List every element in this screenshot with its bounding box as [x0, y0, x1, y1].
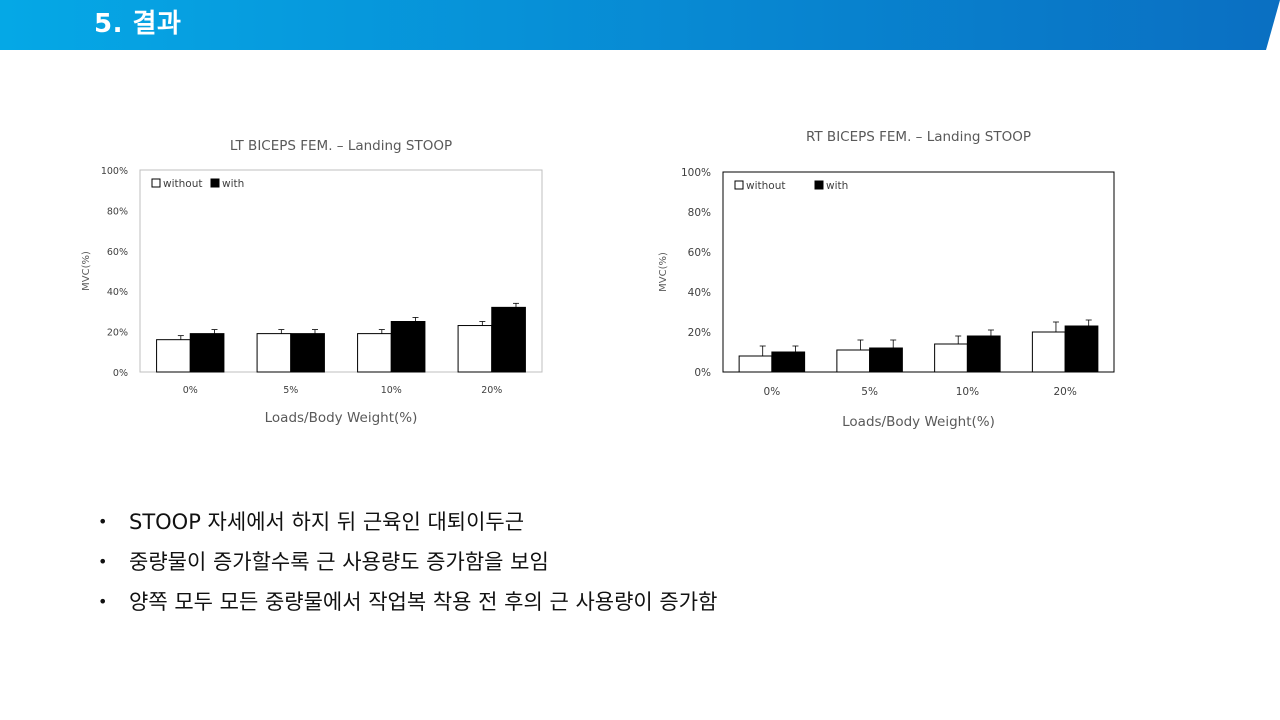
x-tick-label: 5% — [861, 386, 878, 398]
bar-with — [390, 321, 426, 373]
legend-swatch-with — [814, 180, 824, 190]
finding-text: STOOP 자세에서 하지 뒤 근육인 대퇴이두근 — [129, 510, 525, 534]
chart-svg: RT BICEPS FEM. – Landing STOOP 0% 20% 40% 60… — [658, 129, 1115, 430]
y-tick-label: 80% — [107, 206, 128, 217]
chart-svg: LT BICEPS FEM. – Landing STOOP 0% 20% 40% 60… — [81, 138, 543, 426]
y-tick-label: 40% — [107, 287, 128, 298]
y-axis-label: MVC(%) — [81, 251, 92, 291]
chart-title: RT BICEPS FEM. – Landing STOOP — [806, 129, 1031, 145]
bar-without — [934, 343, 968, 373]
legend-label-with: with — [826, 180, 848, 192]
bar-without — [156, 339, 191, 373]
bar-without — [738, 355, 773, 373]
y-tick-label: 100% — [101, 166, 128, 177]
legend-swatch-with — [210, 178, 220, 188]
bar-without — [1031, 331, 1066, 373]
bar-with — [771, 351, 806, 373]
header-banner — [0, 0, 1280, 50]
bar-with — [290, 333, 325, 373]
bar-with — [1064, 325, 1099, 373]
x-tick-label: 0% — [183, 385, 198, 396]
finding-item: • 양쪽 모두 모든 중량물에서 작업복 착용 전 후의 근 사용량이 증가함 — [96, 584, 717, 624]
bar-without — [457, 325, 493, 373]
bullet-marker: • — [98, 552, 108, 571]
y-tick-label: 40% — [688, 287, 711, 299]
bullet-marker: • — [98, 512, 108, 531]
y-tick-label: 80% — [688, 207, 711, 219]
y-tick-label: 100% — [681, 167, 711, 179]
bar-with — [491, 306, 526, 373]
bar-without — [836, 349, 871, 373]
x-tick-label: 5% — [283, 385, 298, 396]
header-bar — [0, 0, 1280, 50]
legend-swatch-without — [151, 178, 161, 188]
x-tick-label: 20% — [481, 385, 502, 396]
finding-text: 중량물이 증가할수록 근 사용량도 증가함을 보임 — [129, 550, 549, 574]
legend-label-with: with — [222, 178, 244, 190]
plot-area-border — [722, 171, 1115, 373]
chart-title: LT BICEPS FEM. – Landing STOOP — [230, 138, 452, 154]
lt-biceps-chart: LT BICEPS FEM. – Landing STOOP 0% 20% 40% 60… — [76, 126, 566, 432]
bar-without — [357, 333, 392, 373]
x-axis-label: Loads/Body Weight(%) — [842, 414, 995, 430]
finding-text: 양쪽 모두 모든 중량물에서 작업복 착용 전 후의 근 사용량이 증가함 — [129, 590, 718, 614]
plot-area-border — [139, 169, 543, 373]
x-tick-label: 10% — [956, 386, 979, 398]
y-tick-label: 60% — [688, 247, 711, 259]
bar-with — [189, 333, 225, 373]
rt-biceps-chart: RT BICEPS FEM. – Landing STOOP 0% 20% 40% 60… — [652, 120, 1142, 436]
finding-item: • STOOP 자세에서 하지 뒤 근육인 대퇴이두근 — [96, 504, 717, 544]
x-axis-label: Loads/Body Weight(%) — [265, 410, 418, 426]
bar-with — [869, 347, 903, 373]
legend-label-without: without — [163, 178, 202, 190]
x-tick-label: 0% — [764, 386, 781, 398]
y-axis-label: MVC(%) — [658, 252, 669, 292]
y-tick-label: 0% — [694, 367, 711, 379]
x-tick-label: 10% — [381, 385, 402, 396]
y-tick-label: 60% — [107, 247, 128, 258]
bar-with — [966, 335, 1001, 373]
x-tick-label: 20% — [1053, 386, 1076, 398]
y-tick-label: 20% — [107, 328, 128, 339]
bar-without — [256, 333, 292, 373]
y-tick-label: 20% — [688, 327, 711, 339]
bullet-marker: • — [98, 592, 108, 611]
legend-swatch-without — [734, 180, 744, 190]
legend-label-without: without — [746, 180, 785, 192]
slide-title: 5. 결과 — [94, 9, 182, 39]
y-tick-label: 0% — [113, 368, 128, 379]
findings-list: • STOOP 자세에서 하지 뒤 근육인 대퇴이두근 • 중량물이 증가할수록… — [96, 504, 717, 624]
finding-item: • 중량물이 증가할수록 근 사용량도 증가함을 보임 — [96, 544, 717, 584]
